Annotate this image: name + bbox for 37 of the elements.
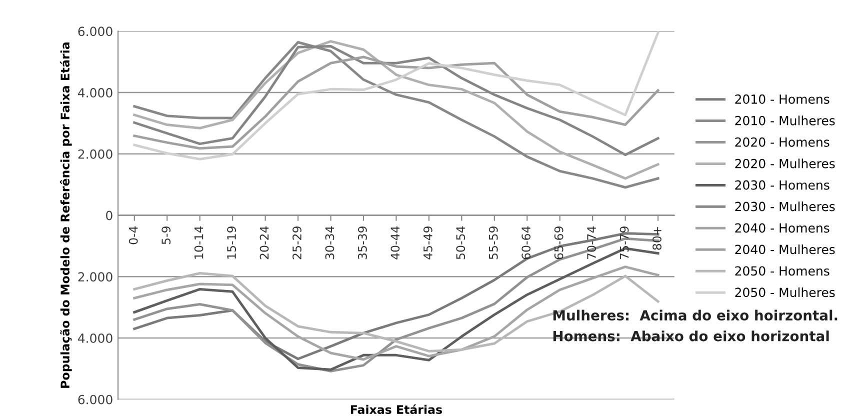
legend-label: 2050 - Mulheres <box>735 287 835 298</box>
x-tick-label: 50-54 <box>456 226 466 260</box>
legend-label: 2020 - Mulheres <box>735 158 835 168</box>
x-tick-label: 40-44 <box>390 226 400 260</box>
y-tick-label: 2.000 <box>78 272 112 282</box>
legend-label: 2020 - Homens <box>735 137 830 147</box>
legend-label: 2050 - Homens <box>735 266 830 276</box>
x-tick-label: 25-29 <box>292 226 302 260</box>
legend-label: 2030 - Homens <box>735 180 830 190</box>
annotation: Mulheres: Acima do eixo hoirzontal. <box>553 310 838 321</box>
y-tick-label: 4.000 <box>78 333 112 343</box>
y-tick-label: 6.000 <box>78 394 112 404</box>
y-axis-title: População do Modelo de Referência por Faixa Etária <box>60 42 72 388</box>
x-tick-label: 30-34 <box>325 226 334 260</box>
x-tick-label: 5-9 <box>162 226 171 244</box>
y-tick-label: 2.000 <box>78 149 112 159</box>
x-tick-label: 20-24 <box>260 226 269 260</box>
legend-label: 2040 - Mulheres <box>735 244 835 254</box>
annotation: Homens: Abaixo do eixo horizontal <box>553 330 829 342</box>
y-tick-label: 4.000 <box>78 88 112 98</box>
x-tick-label: 60-64 <box>522 226 531 260</box>
legend-label: 2010 - Mulheres <box>735 116 835 126</box>
x-tick-label: 65-69 <box>554 226 564 260</box>
y-tick-label: 6.000 <box>78 26 112 36</box>
x-tick-label: 35-39 <box>358 226 367 260</box>
x-tick-label: 10-14 <box>194 226 204 259</box>
x-tick-label: 45-49 <box>423 226 432 260</box>
legend-label: 2010 - Homens <box>735 94 830 104</box>
x-tick-label: 15-19 <box>227 226 236 259</box>
x-tick-label: 0-4 <box>128 226 138 244</box>
y-tick-label: 0 <box>106 210 112 220</box>
x-tick-label: 70-74 <box>587 226 596 260</box>
legend-label: 2040 - Homens <box>735 223 830 233</box>
legend-label: 2030 - Mulheres <box>735 202 835 212</box>
x-axis-title: Faixas Etárias <box>350 404 442 414</box>
x-tick-label: 55-59 <box>488 226 498 260</box>
x-tick-label: 80+ <box>652 226 662 250</box>
